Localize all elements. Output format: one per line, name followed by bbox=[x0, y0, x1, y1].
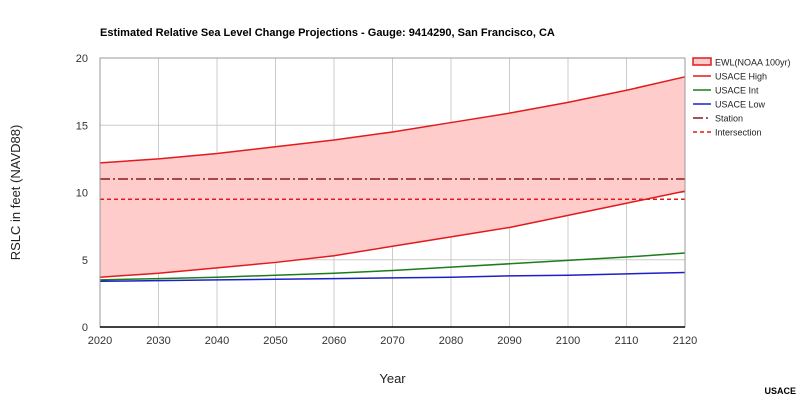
legend-label: EWL(NOAA 100yr) bbox=[715, 58, 791, 68]
legend-swatch-band bbox=[692, 57, 712, 66]
x-axis-label: Year bbox=[379, 371, 406, 386]
series-line-usace-int bbox=[99, 252, 686, 281]
x-tick-label: 2100 bbox=[556, 335, 580, 347]
x-tick-label: 2120 bbox=[673, 335, 697, 347]
x-tick-label: 2040 bbox=[205, 335, 229, 347]
band-upper-line bbox=[99, 76, 686, 164]
y-tick-label: 5 bbox=[82, 255, 88, 267]
y-tick-label: 15 bbox=[76, 120, 88, 132]
y-tick-label: 20 bbox=[76, 53, 88, 65]
y-tick-label: 0 bbox=[82, 322, 88, 334]
legend-label: Station bbox=[715, 114, 743, 124]
x-tick-label: 2090 bbox=[497, 335, 521, 347]
x-tick-label: 2070 bbox=[380, 335, 404, 347]
footer-label: USACE bbox=[764, 386, 796, 396]
series-line-usace-high bbox=[99, 190, 686, 278]
legend-label: USACE High bbox=[715, 72, 767, 82]
series-line-usace-low bbox=[99, 271, 686, 283]
x-tick-label: 2030 bbox=[146, 335, 170, 347]
x-tick-label: 2110 bbox=[615, 335, 639, 347]
x-tick-label: 2060 bbox=[322, 335, 346, 347]
band-ewl-noaa-100yr bbox=[100, 76, 685, 278]
legend-label: USACE Int bbox=[715, 86, 759, 96]
y-axis-label: RSLC in feet (NAVD88) bbox=[8, 125, 23, 261]
legend-label: Intersection bbox=[715, 128, 762, 138]
y-tick-label: 10 bbox=[76, 188, 88, 200]
chart-title: Estimated Relative Sea Level Change Proj… bbox=[100, 27, 555, 39]
legend-label: USACE Low bbox=[715, 100, 766, 110]
x-tick-label: 2080 bbox=[439, 335, 463, 347]
x-tick-label: 2050 bbox=[263, 335, 287, 347]
x-tick-label: 2020 bbox=[88, 335, 112, 347]
